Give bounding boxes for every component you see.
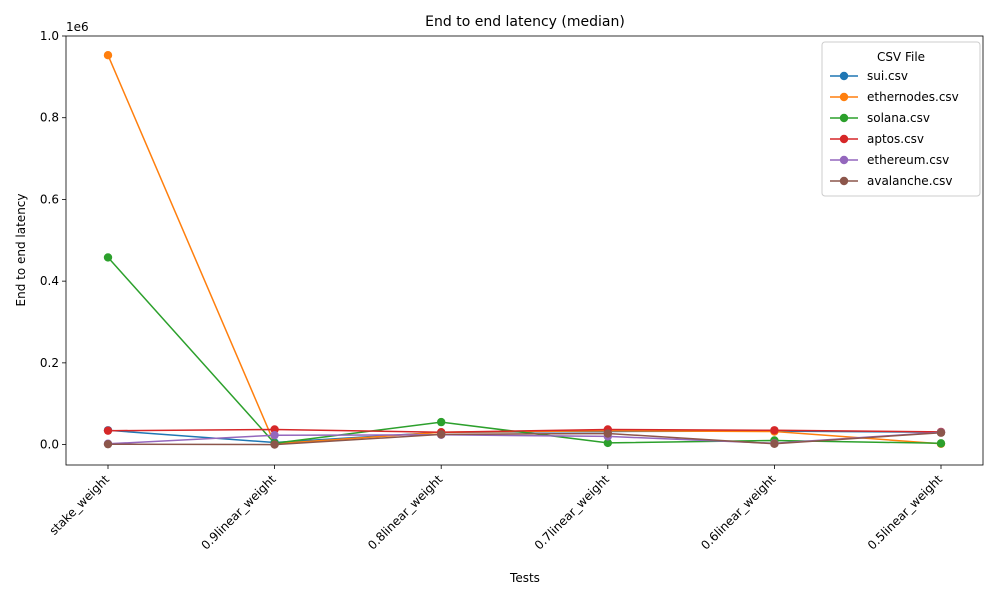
- legend-entry-label: avalanche.csv: [867, 174, 952, 188]
- data-point: [603, 429, 612, 438]
- legend-swatch-marker: [839, 92, 849, 102]
- x-tick-label: 0.5linear_weight: [865, 472, 945, 552]
- data-point: [770, 426, 779, 435]
- x-tick-label: 0.9linear_weight: [198, 472, 278, 552]
- y-tick-label: 0.8: [40, 111, 59, 125]
- legend-entry-label: ethernodes.csv: [867, 90, 959, 104]
- data-point: [437, 417, 446, 427]
- y-tick-label: 0.6: [40, 192, 59, 206]
- x-tick-label: stake_weight: [47, 472, 113, 538]
- data-point: [103, 426, 113, 435]
- data-point: [270, 430, 279, 440]
- data-point: [936, 428, 946, 437]
- y-tick-label: 0.4: [40, 274, 59, 288]
- x-axis: stake_weight 0.9linear_weight 0.8linear_we…: [47, 465, 945, 552]
- legend: CSV File sui.csv ethernodes.csv solana.csv…: [821, 41, 981, 197]
- data-point: [103, 439, 113, 449]
- legend-title: CSV File: [877, 50, 925, 64]
- axes-frame: [65, 35, 984, 466]
- y-tick-label: 0.0: [40, 438, 59, 452]
- legend-box: [821, 41, 981, 197]
- data-point: [770, 439, 779, 448]
- legend-swatch-marker: [839, 134, 849, 144]
- plot-area: [65, 35, 984, 466]
- data-point: [437, 430, 446, 439]
- series-line: [107, 428, 942, 434]
- y-tick-label: 1.0: [40, 29, 59, 43]
- series-line: [107, 54, 942, 445]
- legend-entry-label: ethereum.csv: [867, 153, 949, 167]
- legend-entry-label: aptos.csv: [867, 132, 924, 146]
- x-tick-label: 0.7linear_weight: [532, 472, 612, 552]
- series-layer: [103, 51, 946, 449]
- legend-swatch-marker: [839, 71, 849, 81]
- data-point: [603, 438, 612, 448]
- data-point: [270, 440, 279, 449]
- chart-title: End to end latency (median): [425, 14, 625, 30]
- series-line: [107, 256, 942, 445]
- x-axis-label: Tests: [509, 571, 540, 585]
- x-tick-label: 0.6linear_weight: [698, 472, 778, 552]
- data-point: [103, 253, 113, 262]
- series-line: [107, 431, 942, 446]
- data-point: [103, 51, 113, 60]
- y-offset-text: 1e6: [66, 20, 89, 34]
- data-point: [936, 439, 946, 448]
- legend-entry-label: sui.csv: [867, 69, 908, 83]
- legend-entry-label: solana.csv: [867, 111, 930, 125]
- y-axis-label: End to end latency: [14, 194, 28, 307]
- x-tick-label: 0.8linear_weight: [365, 472, 445, 552]
- y-axis: 0.0 0.2 0.4 0.6 0.8 1.0: [40, 29, 66, 452]
- legend-swatch-marker: [839, 113, 849, 123]
- legend-swatch-marker: [839, 176, 849, 186]
- legend-swatch-marker: [839, 155, 849, 165]
- y-tick-label: 0.2: [40, 356, 59, 370]
